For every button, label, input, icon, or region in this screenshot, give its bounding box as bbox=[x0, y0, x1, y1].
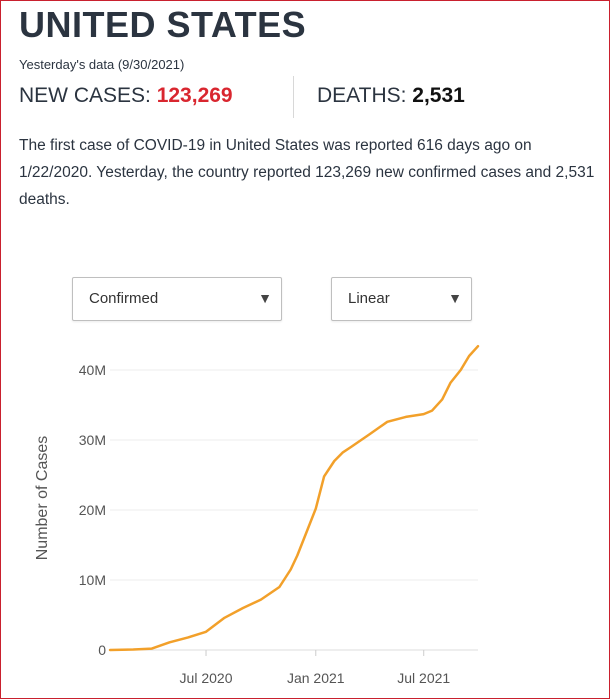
y-tick-label: 40M bbox=[79, 362, 106, 378]
scale-select[interactable]: Linear ▼ bbox=[331, 277, 472, 321]
metric-select[interactable]: Confirmed ▼ bbox=[72, 277, 282, 321]
stats-divider bbox=[293, 76, 294, 118]
cases-line-chart: 0 10M 20M 30M 40M Jul 2020 Jan 2021 Jul 2021 N… bbox=[34, 344, 480, 686]
y-tick-label: 20M bbox=[79, 502, 106, 518]
deaths-label: DEATHS: bbox=[317, 84, 413, 107]
x-axis: Jul 2020 Jan 2021 Jul 2021 bbox=[180, 650, 450, 686]
data-date-subtitle: Yesterday's data (9/30/2021) bbox=[19, 57, 185, 72]
x-tick-label: Jul 2020 bbox=[180, 670, 233, 686]
new-cases-stat: NEW CASES: 123,269 bbox=[19, 84, 233, 108]
scale-select-value: Linear bbox=[348, 290, 390, 307]
chevron-down-icon: ▼ bbox=[258, 290, 272, 306]
new-cases-label: NEW CASES: bbox=[19, 84, 157, 107]
deaths-value: 2,531 bbox=[412, 84, 465, 107]
deaths-stat: DEATHS: 2,531 bbox=[317, 84, 465, 108]
y-tick-label: 10M bbox=[79, 572, 106, 588]
cases-series-line bbox=[108, 344, 480, 652]
y-axis: 0 10M 20M 30M 40M bbox=[79, 362, 106, 658]
x-tick-label: Jan 2021 bbox=[287, 670, 345, 686]
new-cases-value: 123,269 bbox=[156, 84, 233, 107]
y-axis-label: Number of Cases bbox=[34, 436, 51, 561]
summary-paragraph: The first case of COVID-19 in United Sta… bbox=[19, 137, 595, 208]
chart-gridlines bbox=[110, 369, 478, 651]
chevron-down-icon: ▼ bbox=[448, 290, 462, 306]
page-title: UNITED STATES bbox=[19, 4, 307, 45]
stats-row: NEW CASES: 123,269 DEATHS: 2,531 bbox=[19, 76, 599, 120]
x-tick-label: Jul 2021 bbox=[397, 670, 450, 686]
y-tick-label: 30M bbox=[79, 432, 106, 448]
metric-select-value: Confirmed bbox=[89, 290, 159, 307]
y-tick-label: 0 bbox=[98, 642, 106, 658]
